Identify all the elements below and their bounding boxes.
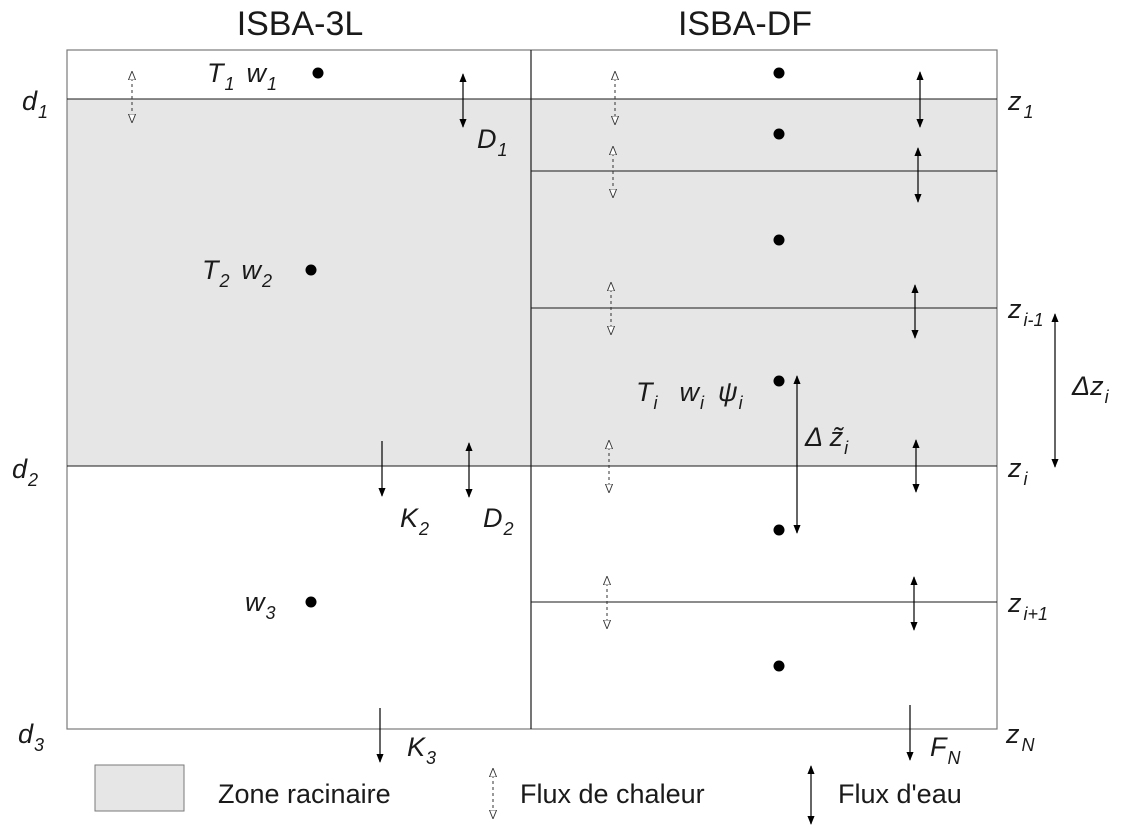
- root-zone-right: [531, 99, 997, 466]
- title-isba-3l: ISBA-3L: [237, 5, 364, 43]
- flux-label-d2: D2: [483, 503, 514, 539]
- node-right-i: [773, 375, 785, 387]
- diagram-frame: [66, 49, 998, 730]
- node-label-t2-w2: T2 w2: [202, 255, 272, 291]
- depth-label-zi-1: z i-1: [1007, 294, 1044, 330]
- node-right-5: [773, 524, 785, 536]
- depth-label-d2: d2: [12, 454, 38, 490]
- node-right-3: [773, 234, 785, 246]
- legend-heat-flux-label: Flux de chaleur: [520, 779, 705, 809]
- legend-root-zone-label: Zone racinaire: [218, 779, 391, 809]
- depth-label-zi+1: z i+1: [1007, 588, 1048, 624]
- flux-label-fn: FN: [930, 732, 962, 768]
- node-right-2: [773, 128, 785, 140]
- legend-root-zone-swatch: [94, 764, 185, 812]
- root-zone-left: [67, 99, 531, 466]
- node-left-3: [305, 596, 317, 608]
- legend-water-flux-label: Flux d'eau: [838, 779, 962, 809]
- node-left-1: [312, 67, 324, 79]
- title-isba-df: ISBA-DF: [678, 5, 812, 43]
- node-left-2: [305, 264, 317, 276]
- delta-z-tilde-label: Δ z̃i: [804, 422, 849, 458]
- depth-label-d1: d1: [22, 86, 48, 122]
- node-label-ti-wi-psii: Ti wi ψi: [636, 377, 744, 413]
- node-label-w3: w3: [245, 587, 276, 623]
- node-right-1: [773, 67, 785, 79]
- flux-label-k2: K2: [400, 503, 429, 539]
- node-label-t1-w1: T1 w1: [207, 58, 277, 94]
- node-right-6: [773, 660, 785, 672]
- flux-label-k3: K3: [407, 732, 436, 768]
- flux-label-d1: D1: [477, 124, 508, 160]
- delta-z-label: Δzi: [1071, 371, 1110, 407]
- depth-label-d3: d3: [18, 719, 44, 755]
